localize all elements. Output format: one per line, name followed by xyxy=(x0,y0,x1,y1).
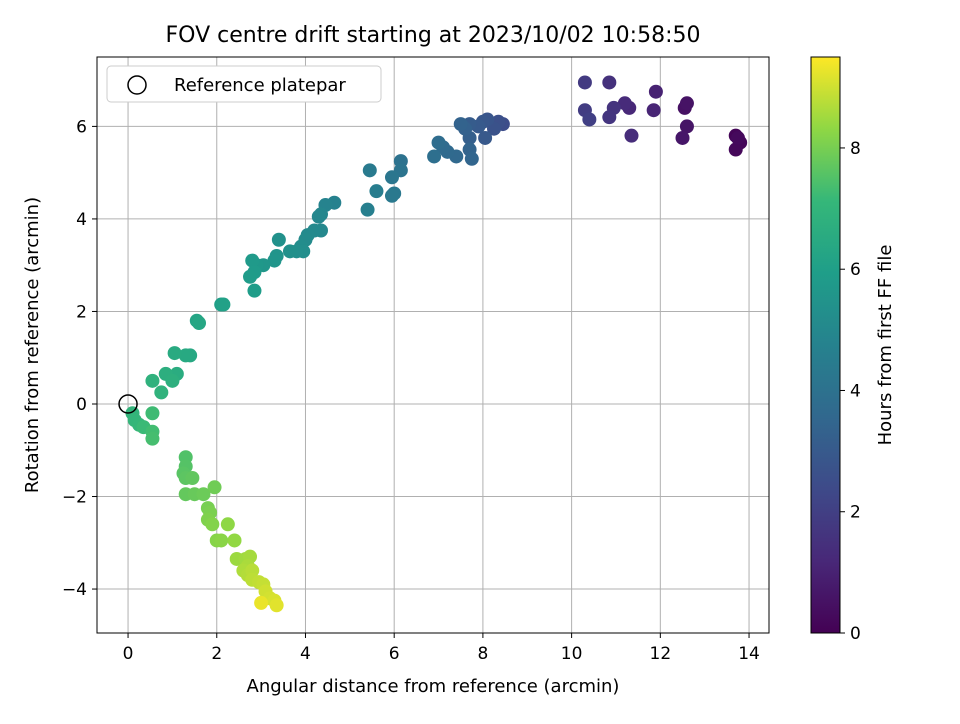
data-point xyxy=(245,253,260,268)
data-point xyxy=(178,348,193,363)
legend-label: Reference platepar xyxy=(174,75,346,96)
data-point xyxy=(617,96,632,111)
colorbar-tick-label: 6 xyxy=(850,260,861,280)
x-tick-label: 8 xyxy=(477,644,488,664)
data-point xyxy=(679,96,694,111)
data-point xyxy=(167,346,182,361)
y-tick-label: 4 xyxy=(76,210,87,230)
data-point xyxy=(624,128,639,143)
data-point xyxy=(646,103,661,118)
legend-box xyxy=(106,65,382,103)
x-axis-ticks: 0 2 4 6 8 10 12 14 xyxy=(123,633,760,664)
data-point xyxy=(282,244,297,259)
data-point xyxy=(216,297,231,312)
plot-frame xyxy=(96,56,770,634)
data-point xyxy=(311,209,326,224)
data-point xyxy=(220,517,235,532)
data-point xyxy=(254,595,269,610)
data-point xyxy=(602,110,617,125)
data-point xyxy=(648,84,663,99)
data-point xyxy=(185,471,200,486)
colorbar-tick-label: 4 xyxy=(850,381,861,401)
y-tick-label: 6 xyxy=(76,117,87,137)
data-point xyxy=(728,142,743,157)
data-point xyxy=(730,130,745,145)
y-tick-label: 2 xyxy=(76,302,87,322)
x-tick-label: 2 xyxy=(211,644,222,664)
x-tick-label: 4 xyxy=(300,644,311,664)
data-point xyxy=(362,163,377,178)
colorbar: 0 2 4 6 8 Hours from first FF file xyxy=(810,56,896,644)
data-point xyxy=(207,480,222,495)
data-point xyxy=(675,130,690,145)
data-point xyxy=(145,373,160,388)
colorbar-gradient xyxy=(810,56,841,634)
data-point xyxy=(145,406,160,421)
data-point xyxy=(267,253,282,268)
y-tick-label: −2 xyxy=(62,488,87,508)
scatter-points xyxy=(125,75,748,613)
data-point xyxy=(577,75,592,90)
data-point xyxy=(196,487,211,502)
x-tick-label: 12 xyxy=(650,644,672,664)
data-point xyxy=(369,184,384,199)
data-point xyxy=(384,170,399,185)
data-point xyxy=(453,117,468,132)
data-point xyxy=(269,598,284,613)
chart-title: FOV centre drift starting at 2023/10/02 … xyxy=(166,23,701,48)
data-point xyxy=(679,119,694,134)
y-axis-label: Rotation from reference (arcmin) xyxy=(22,197,43,493)
legend: Reference platepar xyxy=(106,65,382,103)
x-tick-label: 10 xyxy=(561,644,583,664)
y-tick-label: 0 xyxy=(76,395,87,415)
data-point xyxy=(145,431,160,446)
x-tick-label: 6 xyxy=(389,644,400,664)
data-point xyxy=(478,130,493,145)
data-point xyxy=(384,188,399,203)
data-point xyxy=(271,232,286,247)
colorbar-tick-label: 0 xyxy=(850,624,861,644)
grid-lines xyxy=(97,57,769,633)
data-point xyxy=(360,202,375,217)
data-point xyxy=(243,269,258,284)
data-point xyxy=(214,533,229,548)
x-axis-label: Angular distance from reference (arcmin) xyxy=(247,676,620,697)
data-point xyxy=(227,533,242,548)
data-point xyxy=(165,373,180,388)
reference-platepar-marker xyxy=(118,394,138,414)
data-point xyxy=(205,517,220,532)
data-point xyxy=(464,151,479,166)
data-point xyxy=(247,283,262,298)
data-point xyxy=(431,135,446,150)
data-point xyxy=(602,75,617,90)
x-tick-label: 0 xyxy=(123,644,134,664)
data-point xyxy=(582,112,597,127)
colorbar-label: Hours from first FF file xyxy=(875,245,896,446)
data-point xyxy=(154,385,169,400)
colorbar-ticks: 0 2 4 6 8 xyxy=(840,139,861,644)
legend-marker xyxy=(127,75,147,95)
y-tick-label: −4 xyxy=(62,580,87,600)
x-tick-label: 14 xyxy=(738,644,760,664)
data-point xyxy=(192,316,207,331)
data-point xyxy=(427,149,442,164)
y-axis-ticks: −4 −2 0 2 4 6 xyxy=(62,117,97,600)
colorbar-tick-label: 2 xyxy=(850,503,861,523)
colorbar-tick-label: 8 xyxy=(850,139,861,159)
